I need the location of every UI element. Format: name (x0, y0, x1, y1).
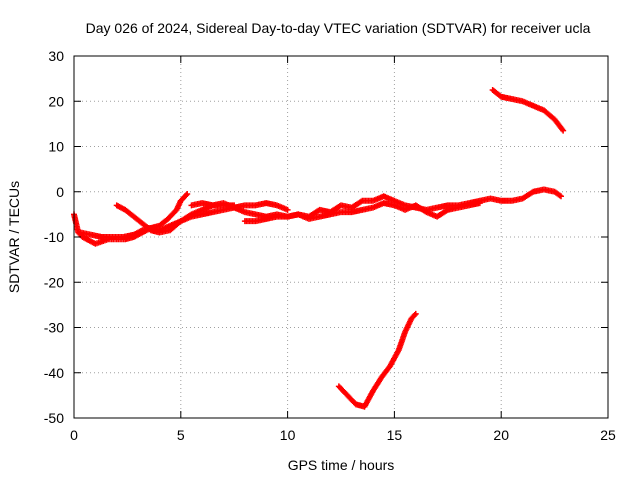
x-tick-label: 5 (177, 427, 185, 443)
data-marker (183, 192, 190, 199)
data-point (184, 191, 191, 198)
series-layer (71, 86, 567, 410)
y-tick-label: -30 (44, 320, 64, 336)
series-track-6 (489, 86, 567, 134)
y-axis-title: SDTVAR / TECUs (6, 181, 22, 293)
data-point (412, 310, 419, 317)
grid (74, 56, 608, 418)
series-track-5 (241, 200, 483, 225)
chart-title: Day 026 of 2024, Sidereal Day-to-day VTE… (86, 20, 591, 36)
series-track-1 (71, 191, 191, 247)
y-tick-label: -20 (44, 274, 64, 290)
x-axis-title: GPS time / hours (288, 457, 395, 473)
x-tick-label: 20 (493, 427, 509, 443)
series-track-3 (113, 200, 291, 236)
y-tick-label: 30 (48, 48, 64, 64)
series-track-7 (335, 310, 419, 410)
x-tick-label: 10 (280, 427, 296, 443)
x-tick-label: 15 (387, 427, 403, 443)
data-point (284, 206, 291, 213)
x-tick-label: 25 (600, 427, 616, 443)
data-point (558, 193, 565, 200)
y-tick-label: 10 (48, 139, 64, 155)
data-point (560, 127, 567, 134)
y-tick-label: 0 (56, 184, 64, 200)
axis-ticks: 0 5 10 15 20 25 -50 -40 -30 -20 -10 0 10 20 30 (44, 48, 616, 443)
data-marker (411, 312, 418, 319)
y-tick-label: -40 (44, 365, 64, 381)
y-tick-label: 20 (48, 93, 64, 109)
data-point (476, 200, 483, 207)
x-tick-label: 0 (70, 427, 78, 443)
y-tick-label: -10 (44, 229, 64, 245)
y-tick-label: -50 (44, 410, 64, 426)
